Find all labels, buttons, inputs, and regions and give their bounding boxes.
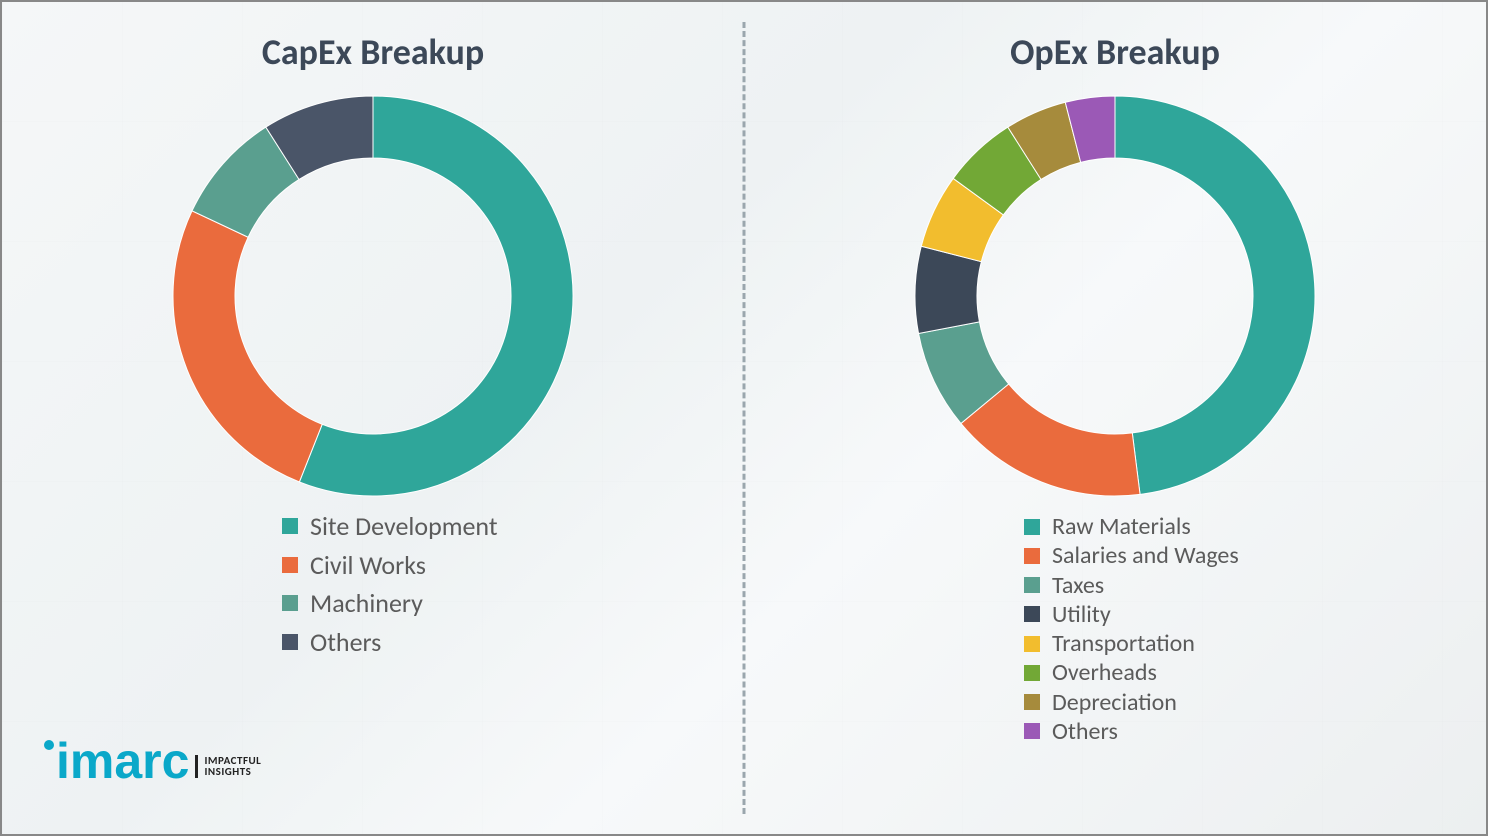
capex-donut bbox=[163, 86, 583, 506]
panel-container: CapEx Breakup Site Development Civil Work… bbox=[2, 2, 1486, 834]
legend-label: Raw Materials bbox=[1052, 512, 1191, 541]
legend-item: Others bbox=[282, 628, 498, 657]
logo-dot-icon bbox=[44, 740, 54, 750]
legend-swatch-icon bbox=[1024, 723, 1040, 739]
legend-item: Site Development bbox=[282, 512, 498, 541]
legend-item: Transportation bbox=[1024, 629, 1239, 658]
legend-label: Salaries and Wages bbox=[1052, 541, 1239, 570]
legend-item: Utility bbox=[1024, 600, 1239, 629]
legend-label: Site Development bbox=[310, 512, 498, 541]
legend-label: Utility bbox=[1052, 600, 1111, 629]
legend-item: Machinery bbox=[282, 589, 498, 618]
legend-swatch-icon bbox=[1024, 636, 1040, 652]
legend-label: Overheads bbox=[1052, 658, 1157, 687]
legend-label: Civil Works bbox=[310, 551, 426, 580]
legend-label: Machinery bbox=[310, 589, 423, 618]
legend-swatch-icon bbox=[1024, 665, 1040, 681]
donut-slice-0 bbox=[1115, 96, 1315, 494]
opex-legend: Raw MaterialsSalaries and WagesTaxesUtil… bbox=[1024, 512, 1239, 746]
legend-item: Taxes bbox=[1024, 571, 1239, 600]
capex-donut-svg bbox=[163, 86, 583, 506]
legend-item: Depreciation bbox=[1024, 688, 1239, 717]
opex-donut bbox=[905, 86, 1325, 506]
legend-item: Overheads bbox=[1024, 658, 1239, 687]
logo-tagline: IMPACTFUL INSIGHTS bbox=[195, 755, 261, 778]
chart-frame: CapEx Breakup Site Development Civil Work… bbox=[0, 0, 1488, 836]
legend-label: Others bbox=[310, 628, 381, 657]
legend-item: Civil Works bbox=[282, 551, 498, 580]
legend-swatch-icon bbox=[1024, 577, 1040, 593]
legend-item: Raw Materials bbox=[1024, 512, 1239, 541]
opex-donut-svg bbox=[905, 86, 1325, 506]
capex-title: CapEx Breakup bbox=[262, 30, 484, 74]
legend-swatch-icon bbox=[282, 634, 298, 650]
legend-item: Others bbox=[1024, 717, 1239, 746]
logo-tagline-line2: INSIGHTS bbox=[204, 766, 261, 778]
legend-swatch-icon bbox=[282, 557, 298, 573]
legend-item: Salaries and Wages bbox=[1024, 541, 1239, 570]
capex-legend: Site Development Civil Works Machinery Othe… bbox=[282, 512, 498, 656]
legend-label: Transportation bbox=[1052, 629, 1195, 658]
legend-swatch-icon bbox=[282, 595, 298, 611]
legend-swatch-icon bbox=[1024, 606, 1040, 622]
brand-logo: imarc IMPACTFUL INSIGHTS bbox=[44, 736, 261, 786]
legend-swatch-icon bbox=[1024, 694, 1040, 710]
legend-label: Depreciation bbox=[1052, 688, 1177, 717]
logo-text: imarc bbox=[56, 736, 189, 786]
legend-label: Others bbox=[1052, 717, 1118, 746]
legend-swatch-icon bbox=[282, 518, 298, 534]
legend-label: Taxes bbox=[1052, 571, 1104, 600]
legend-swatch-icon bbox=[1024, 519, 1040, 535]
opex-title: OpEx Breakup bbox=[1010, 30, 1220, 74]
opex-panel: OpEx Breakup Raw MaterialsSalaries and W… bbox=[744, 2, 1486, 834]
donut-slice-1 bbox=[173, 211, 322, 482]
legend-swatch-icon bbox=[1024, 548, 1040, 564]
capex-panel: CapEx Breakup Site Development Civil Work… bbox=[2, 2, 744, 834]
